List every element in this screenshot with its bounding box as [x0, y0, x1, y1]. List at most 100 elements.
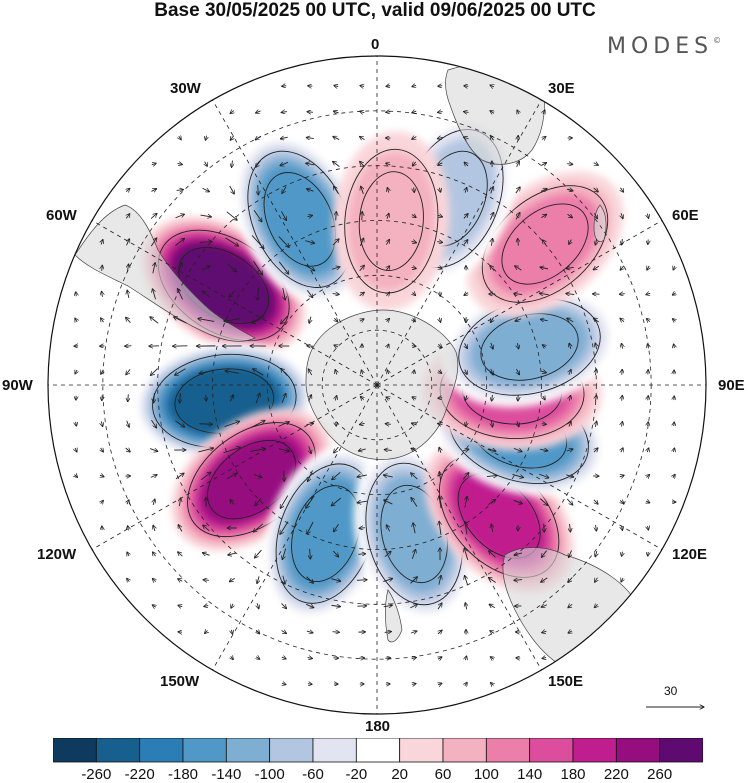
wind-vector	[225, 371, 239, 373]
meridian-line	[376, 220, 663, 386]
wind-vector	[411, 241, 417, 242]
wind-vector	[543, 110, 545, 114]
colorbar-swatch	[312, 738, 357, 763]
wind-vector	[253, 369, 264, 376]
wind-vector	[384, 450, 392, 451]
wind-vector	[492, 394, 493, 401]
wind-vector	[463, 449, 469, 451]
wind-vector	[357, 475, 368, 477]
wind-vector	[102, 291, 103, 297]
wind-vector	[226, 473, 237, 480]
meridian-line	[376, 384, 663, 550]
wind-vector	[465, 603, 467, 610]
wind-vector	[387, 213, 389, 219]
meridian-line	[212, 99, 378, 386]
wind-vector	[359, 238, 363, 247]
wind-vector	[307, 521, 314, 534]
brand-logo: MODES©	[607, 34, 721, 59]
wind-vector	[411, 267, 417, 268]
wind-vector	[438, 86, 443, 87]
wind-vector	[333, 136, 340, 139]
wind-vector	[539, 293, 549, 294]
wind-vector	[360, 319, 364, 321]
anomaly-contour-fill	[470, 308, 589, 386]
wind-vector	[673, 448, 674, 452]
wind-vector	[305, 264, 315, 271]
wind-vector	[251, 235, 264, 248]
wind-vector	[517, 110, 519, 114]
wind-vector	[75, 448, 77, 452]
wind-vector	[305, 241, 314, 244]
lon-label-150e: 150E	[548, 673, 584, 690]
wind-vector	[674, 422, 675, 426]
wind-vector	[596, 369, 597, 376]
wind-vector	[542, 657, 546, 658]
wind-vector	[256, 160, 261, 168]
wind-vector	[386, 318, 389, 321]
wind-vector	[517, 343, 518, 349]
wind-vector	[153, 499, 155, 506]
colorbar-swatch	[442, 738, 487, 763]
wind-vector	[517, 368, 520, 375]
wind-vector	[280, 137, 288, 139]
wind-vector	[673, 474, 675, 477]
wind-vector	[202, 187, 210, 192]
wind-vector	[622, 551, 623, 557]
wind-vector	[281, 368, 288, 376]
wind-vector	[230, 395, 233, 402]
wind-vector	[307, 215, 312, 216]
wind-vector	[568, 550, 571, 557]
wind-vector	[541, 163, 546, 166]
wind-vector	[306, 576, 314, 583]
wind-vector	[463, 214, 468, 219]
wind-vector	[411, 549, 415, 559]
wind-vector	[150, 449, 158, 452]
wind-vector	[255, 393, 260, 404]
meridian-line	[376, 384, 542, 671]
wind-vector	[224, 318, 241, 322]
colorbar-swatch	[529, 738, 574, 763]
wind-vector	[230, 135, 234, 141]
latitude-circle	[266, 274, 488, 496]
wind-vector	[150, 475, 157, 478]
wind-vector	[465, 656, 466, 660]
wind-vector	[566, 449, 573, 451]
wind-vector	[200, 215, 212, 217]
wind-vector	[75, 318, 77, 322]
wind-vector	[256, 111, 261, 113]
wind-vector	[334, 186, 339, 195]
wind-vector	[386, 239, 389, 245]
wind-vector	[150, 213, 157, 219]
wind-vector	[334, 446, 339, 453]
wind-vector	[412, 397, 416, 399]
wind-vector	[465, 369, 467, 375]
wind-vector	[205, 135, 206, 141]
wind-vector	[252, 316, 265, 324]
wind-vector	[386, 525, 389, 532]
wind-vector	[538, 473, 549, 478]
wind-vector	[253, 474, 262, 477]
wind-vector	[357, 501, 367, 503]
colorbar-tick-label: -220	[124, 766, 155, 783]
wind-vector	[567, 214, 573, 217]
wind-vector	[177, 263, 182, 274]
wind-vector	[331, 579, 340, 582]
wind-vector	[569, 395, 570, 401]
colorbar-swatch	[572, 738, 617, 763]
wind-vector	[488, 449, 496, 451]
wind-vector	[360, 136, 365, 139]
wind-vector	[673, 266, 675, 270]
wind-vector	[515, 266, 522, 271]
wind-vector	[223, 447, 241, 454]
wind-vector	[490, 631, 494, 634]
colorbar-tick-label: -180	[167, 766, 199, 783]
wind-vector	[410, 631, 417, 633]
wind-vector	[178, 579, 183, 582]
wind-vector	[465, 496, 467, 508]
wind-vector	[490, 85, 494, 87]
wind-vector	[203, 525, 210, 532]
wind-vector	[126, 317, 131, 323]
colorbar-tick-label: -260	[81, 766, 112, 783]
wind-vector	[387, 188, 388, 193]
wind-vector	[672, 293, 676, 295]
